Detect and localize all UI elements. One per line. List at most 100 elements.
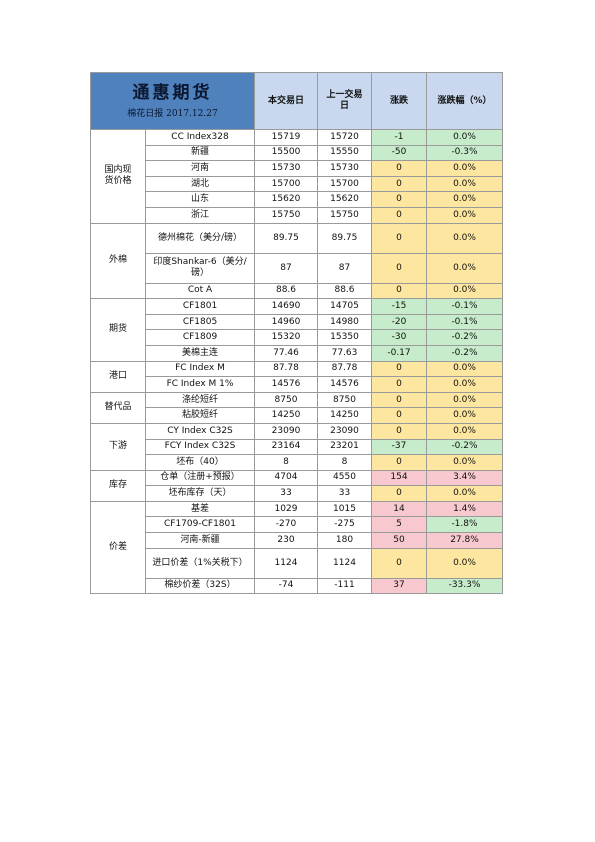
today-value: 87	[254, 252, 318, 284]
category-cell: 库存	[90, 469, 146, 502]
item-cell: FC Index M	[145, 360, 255, 378]
pct-value: 27.8%	[426, 532, 503, 549]
header-pct: 涨跌幅（%）	[426, 72, 503, 130]
change-value: -20	[371, 313, 427, 331]
table-row: 库存 仓单（注册+预报） 4704 4550 154 3.4%	[90, 469, 503, 502]
table-row: CF1709-CF1801 -270 -275 5 -1.8%	[91, 516, 503, 534]
pct-value: -0.2%	[426, 329, 503, 346]
change-value: -50	[371, 144, 427, 162]
prev-value: 14980	[317, 313, 372, 331]
title-main: 通惠期货	[132, 83, 213, 103]
today-value: 15500	[254, 144, 318, 162]
category-cell: 替代品	[90, 391, 146, 424]
today-value: -74	[254, 577, 318, 595]
change-value: 5	[371, 516, 427, 534]
change-value: 0	[371, 407, 427, 424]
prev-value: 14705	[317, 298, 372, 315]
table-row: FC Index M 1% 14576 14576 0 0.0%	[91, 376, 503, 393]
change-value: 0	[371, 360, 427, 378]
table-row: CF1809 15320 15350 -30 -0.2%	[91, 329, 503, 346]
item-cell: CF1805	[145, 313, 255, 331]
change-value: 50	[371, 532, 427, 549]
table-row: 印度Shankar-6（美分/磅） 87 87 0 0.0%	[91, 252, 503, 284]
pct-value: 0.0%	[426, 407, 503, 424]
header-prev: 上一交易日	[317, 72, 372, 130]
pct-value: 0.0%	[426, 547, 503, 579]
item-cell: CF1809	[145, 329, 255, 346]
prev-value: 87	[317, 252, 372, 284]
prev-value: 14576	[317, 376, 372, 393]
change-value: -30	[371, 329, 427, 346]
category-cell: 国内现货价格	[90, 129, 146, 224]
prev-value: 14250	[317, 407, 372, 424]
prev-value: 15620	[317, 191, 372, 208]
pct-value: 0.0%	[426, 282, 503, 300]
category-cell: 价差	[90, 500, 146, 595]
table-row: FCY Index C32S 23164 23201 -37 -0.2%	[91, 438, 503, 456]
change-value: 0	[371, 454, 427, 471]
table-row: 港口 FC Index M 87.78 87.78 0 0.0%	[90, 360, 503, 393]
change-value: 0	[371, 391, 427, 409]
pct-value: 1.4%	[426, 500, 503, 518]
pct-value: 0.0%	[426, 175, 503, 193]
today-value: 4704	[254, 469, 318, 487]
table-row: 坯布（40） 8 8 0 0.0%	[91, 454, 503, 471]
pct-value: 0.0%	[426, 222, 503, 254]
item-cell: CC Index328	[145, 129, 255, 146]
today-value: 1124	[254, 547, 318, 579]
change-value: 14	[371, 500, 427, 518]
item-cell: 河南	[145, 160, 255, 177]
change-value: 0	[371, 422, 427, 440]
item-cell: 粘胶短纤	[145, 407, 255, 424]
today-value: 87.78	[254, 360, 318, 378]
item-cell: 新疆	[145, 144, 255, 162]
prev-value: 15700	[317, 175, 372, 193]
change-value: 0	[371, 485, 427, 502]
pct-value: 0.0%	[426, 252, 503, 284]
prev-value: 89.75	[317, 222, 372, 254]
change-value: 0	[371, 252, 427, 284]
change-value: 0	[371, 206, 427, 224]
category-cell: 期货	[90, 298, 146, 362]
pct-value: 0.0%	[426, 191, 503, 208]
prev-value: 23201	[317, 438, 372, 456]
today-value: 88.6	[254, 282, 318, 300]
table-row: 外棉 德州棉花（美分/磅） 89.75 89.75 0 0.0%	[90, 222, 503, 300]
pct-value: 0.0%	[426, 360, 503, 378]
table-row: 国内现货价格 CC Index328 15719 15720 -1 0.0%	[90, 129, 503, 224]
prev-value: 180	[317, 532, 372, 549]
pct-value: -0.3%	[426, 144, 503, 162]
pct-value: 0.0%	[426, 485, 503, 502]
change-value: -0.17	[371, 344, 427, 362]
item-cell: 德州棉花（美分/磅）	[145, 222, 255, 254]
pct-value: 0.0%	[426, 391, 503, 409]
prev-value: 88.6	[317, 282, 372, 300]
prev-value: 87.78	[317, 360, 372, 378]
item-cell: 河南-新疆	[145, 532, 255, 549]
today-value: 14690	[254, 298, 318, 315]
pct-value: 3.4%	[426, 469, 503, 487]
item-cell: CF1709-CF1801	[145, 516, 255, 534]
table-row: 粘胶短纤 14250 14250 0 0.0%	[91, 407, 503, 424]
prev-value: -111	[317, 577, 372, 595]
table-row: 山东 15620 15620 0 0.0%	[91, 191, 503, 208]
change-value: 0	[371, 376, 427, 393]
pct-value: -0.1%	[426, 298, 503, 315]
category-cell: 外棉	[90, 222, 146, 300]
table-row: 棉纱价差（32S） -74 -111 37 -33.3%	[91, 577, 503, 595]
pct-value: 0.0%	[426, 206, 503, 224]
pct-value: 0.0%	[426, 454, 503, 471]
table-row: 期货 CF1801 14690 14705 -15 -0.1%	[90, 298, 503, 362]
table-row: 替代品 涤纶短纤 8750 8750 0 0.0%	[90, 391, 503, 424]
today-value: 14250	[254, 407, 318, 424]
prev-value: 15550	[317, 144, 372, 162]
today-value: 15750	[254, 206, 318, 224]
pct-value: 0.0%	[426, 376, 503, 393]
item-cell: 山东	[145, 191, 255, 208]
today-value: 15719	[254, 129, 318, 146]
pct-value: -0.1%	[426, 313, 503, 331]
change-value: 154	[371, 469, 427, 487]
change-value: 0	[371, 160, 427, 177]
pct-value: 0.0%	[426, 160, 503, 177]
item-cell: 坯布（40）	[145, 454, 255, 471]
